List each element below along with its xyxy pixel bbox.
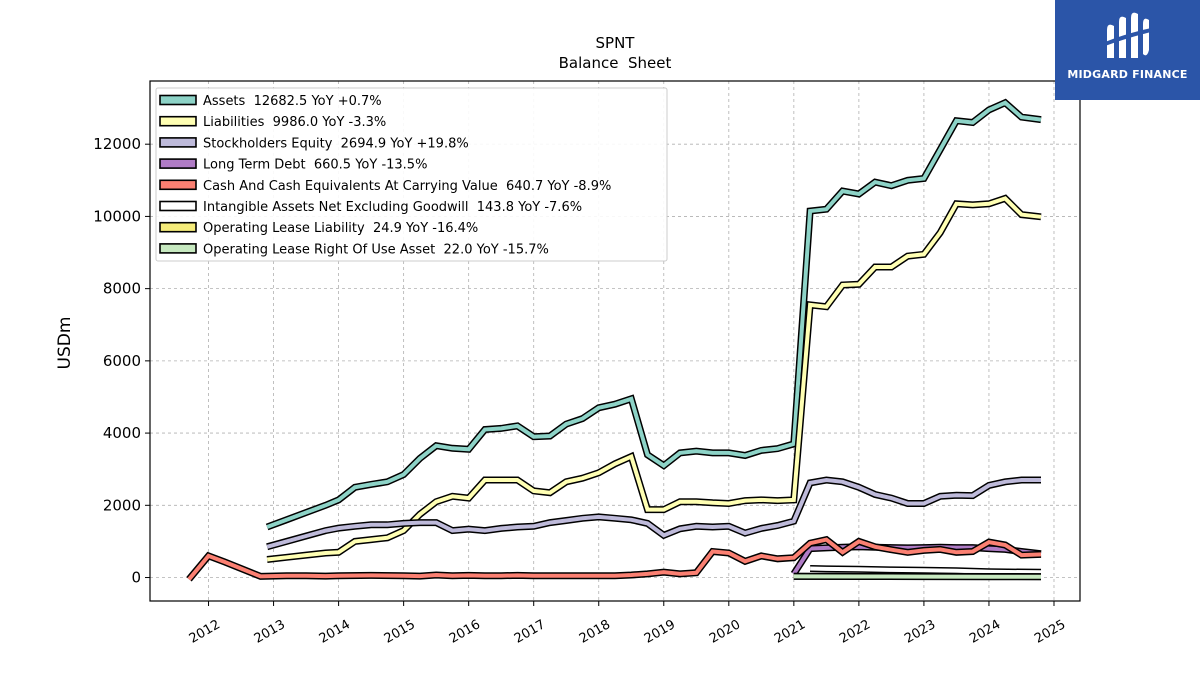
x-tick-label: 2024 — [967, 617, 1003, 647]
x-tick-label: 2017 — [512, 617, 548, 647]
series-cash-and-cash-equivalents-at-carrying-value — [186, 535, 1042, 582]
legend-swatch — [159, 137, 197, 148]
x-tick-label: 2016 — [447, 617, 483, 647]
legend-entry: Intangible Assets Net Excluding Goodwill… — [159, 200, 582, 215]
legend-entry: Assets 12682.5 YoY +0.7% — [159, 94, 382, 109]
series-line — [266, 196, 1042, 562]
x-tick-label: 2023 — [902, 617, 938, 647]
series-layer — [186, 98, 1042, 582]
y-tick-label: 12000 — [93, 135, 141, 153]
legend-swatch — [159, 94, 197, 106]
legend-swatch — [159, 158, 197, 169]
legend-label: Assets 12682.5 YoY +0.7% — [203, 94, 382, 109]
legend-swatch — [159, 243, 197, 254]
x-tick-label: 2013 — [252, 617, 288, 647]
y-tick-label: 4000 — [103, 424, 141, 442]
chart-title: SPNT — [596, 34, 636, 52]
chart-subtitle: Balance Sheet — [559, 54, 672, 72]
legend-label: Cash And Cash Equivalents At Carrying Va… — [203, 179, 611, 194]
legend-swatch — [159, 200, 197, 212]
x-tick-label: 2022 — [837, 617, 873, 647]
x-tick-label: 2020 — [707, 617, 743, 647]
brand-mark-icon — [1105, 12, 1151, 59]
grid-lines — [150, 81, 1080, 601]
plot-frame — [149, 80, 1081, 602]
x-tick-label: 2025 — [1032, 617, 1068, 647]
legend-entry: Long Term Debt 660.5 YoY -13.5% — [159, 158, 427, 173]
legend-label: Operating Lease Liability 24.9 YoY -16.4… — [203, 221, 478, 236]
y-tick-label: 8000 — [103, 280, 141, 298]
x-tick-label: 2018 — [577, 617, 613, 647]
series-line — [187, 537, 1042, 581]
x-tick-label: 2019 — [642, 617, 678, 647]
series-line — [810, 566, 1042, 575]
legend: Assets 12682.5 YoY +0.7% Liabilities 9986… — [155, 87, 668, 262]
legend-label: Stockholders Equity 2694.9 YoY +19.8% — [203, 136, 469, 151]
y-tick-label: 2000 — [103, 496, 141, 514]
y-tick-label: 10000 — [93, 207, 141, 225]
legend-box — [155, 87, 668, 262]
series-line — [266, 100, 1042, 529]
series-liabilities — [266, 194, 1042, 563]
legend-entry: Liabilities 9986.0 YoY -3.3% — [159, 115, 386, 130]
legend-entry: Cash And Cash Equivalents At Carrying Va… — [159, 179, 611, 194]
brand-logo: MIDGARD FINANCE — [1055, 0, 1200, 100]
brand-name: MIDGARD FINANCE — [1067, 68, 1188, 81]
legend-label: Long Term Debt 660.5 YoY -13.5% — [203, 158, 427, 173]
x-tick-label: 2021 — [772, 617, 808, 647]
y-axis-label: USDm — [55, 317, 75, 370]
legend-swatch — [159, 179, 197, 191]
series-line — [266, 477, 1041, 549]
legend-label: Operating Lease Right Of Use Asset 22.0 … — [203, 242, 549, 257]
legend-swatch — [159, 221, 197, 233]
series-intangible-assets-net-excluding-goodwill — [810, 565, 1042, 576]
legend-label: Liabilities 9986.0 YoY -3.3% — [203, 115, 386, 130]
y-tick-label: 6000 — [103, 352, 141, 370]
x-tick-label: 2014 — [317, 617, 353, 647]
legend-entry: Operating Lease Liability 24.9 YoY -16.4… — [159, 221, 478, 236]
series-assets — [265, 98, 1042, 531]
x-tick-label: 2015 — [382, 617, 418, 647]
x-tick-label: 2012 — [187, 617, 223, 647]
legend-entry: Operating Lease Right Of Use Asset 22.0 … — [159, 242, 549, 257]
legend-swatch — [159, 115, 197, 127]
series-stockholders-equity — [266, 476, 1041, 551]
y-tick-label: 0 — [131, 569, 141, 587]
legend-label: Intangible Assets Net Excluding Goodwill… — [203, 200, 582, 215]
legend-entry: Stockholders Equity 2694.9 YoY +19.8% — [159, 136, 469, 151]
